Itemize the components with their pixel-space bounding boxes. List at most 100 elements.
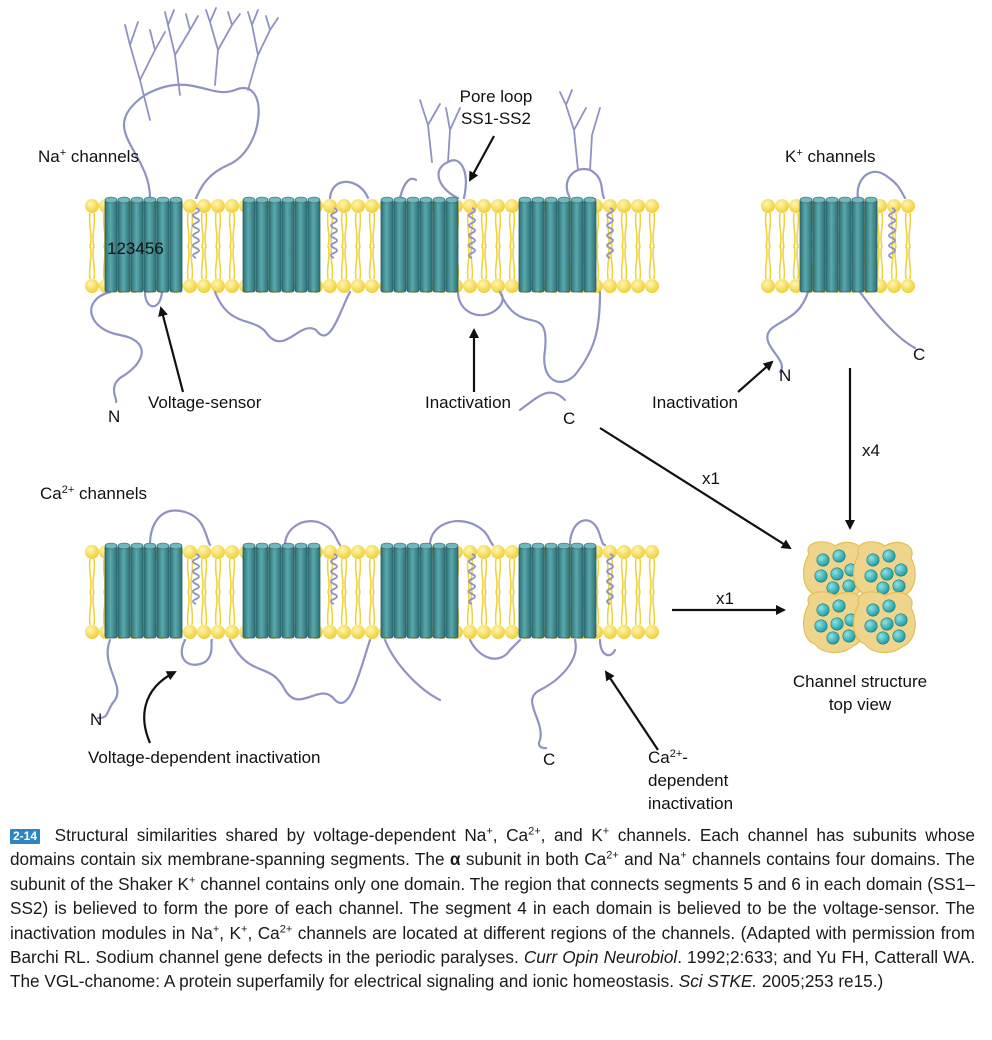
transmembrane-helix <box>380 545 394 639</box>
lipid-head <box>463 279 477 293</box>
lipid-head <box>477 625 491 639</box>
lipid-head <box>477 545 491 559</box>
helix-subunit <box>816 553 830 567</box>
lipid-head <box>505 199 519 213</box>
lipid-head <box>645 199 659 213</box>
lipid-tail <box>494 558 502 626</box>
ca-dependent-inactivation-line3: inactivation <box>648 794 733 813</box>
helix-cap <box>570 196 584 204</box>
lipid-tail <box>778 212 786 280</box>
transmembrane-helix <box>169 199 183 293</box>
transmembrane-helix <box>294 199 308 293</box>
helix-cap <box>294 196 308 204</box>
lipid-head <box>463 625 477 639</box>
helix-cap <box>557 196 571 204</box>
voltage-dependent-inactivation-arrow <box>143 671 177 744</box>
structure-label-line1: Channel structure <box>793 672 927 691</box>
lipid-head <box>617 199 631 213</box>
transmembrane-helix <box>281 545 295 639</box>
figure-number-badge: 2-14 <box>10 829 41 844</box>
helix-cap <box>825 196 839 204</box>
lipid-head <box>337 199 351 213</box>
helix-cap <box>307 196 321 204</box>
helix-cap <box>255 196 269 204</box>
transmembrane-helix <box>242 199 256 293</box>
lipid-tail <box>200 212 208 280</box>
transmembrane-helix <box>445 545 459 639</box>
helix-cap <box>393 542 407 550</box>
lipid-head <box>505 625 519 639</box>
lipid-head <box>183 545 197 559</box>
helix-cap <box>838 196 852 204</box>
helix-subunit <box>814 569 828 583</box>
transmembrane-helix <box>851 199 865 293</box>
transmembrane-helix <box>268 545 282 639</box>
lipid-tail <box>508 212 516 280</box>
transmembrane-helix <box>570 199 584 293</box>
helix-subunit <box>882 599 896 613</box>
helix-cap <box>406 542 420 550</box>
transmembrane-helix <box>268 199 282 293</box>
helix-subunit <box>892 579 906 593</box>
helix-cap <box>583 196 597 204</box>
lipid-head <box>603 545 617 559</box>
helix-subunit <box>842 579 856 593</box>
transmembrane-helix <box>544 545 558 639</box>
lipid-head <box>775 279 789 293</box>
helix-cap <box>799 196 813 204</box>
lipid-head <box>901 279 915 293</box>
helix-cap <box>104 196 118 204</box>
lipid-head <box>225 545 239 559</box>
lipid-head <box>323 279 337 293</box>
helix-cap <box>143 542 157 550</box>
transmembrane-helix <box>445 199 459 293</box>
na-inactivation-label: Inactivation <box>425 393 511 412</box>
transmembrane-helix <box>864 199 878 293</box>
lipid-head <box>183 625 197 639</box>
lipid-head <box>351 545 365 559</box>
lipid-tail <box>606 212 614 280</box>
transmembrane-helix <box>294 545 308 639</box>
lipid-head <box>197 625 211 639</box>
lipid-tail <box>648 212 656 280</box>
helix-cap <box>294 542 308 550</box>
lipid-head <box>789 279 803 293</box>
transmembrane-helix <box>406 545 420 639</box>
transmembrane-helix <box>156 545 170 639</box>
lipid-head <box>645 545 659 559</box>
transmembrane-helix <box>518 545 532 639</box>
lipid-tail <box>466 212 474 280</box>
lipid-head <box>323 199 337 213</box>
lipid-tail <box>480 212 488 280</box>
helix-subunit <box>882 549 896 563</box>
ca-c-terminus: C <box>543 750 555 769</box>
lipid-tail <box>200 558 208 626</box>
segment-numbers: 123456 <box>107 239 164 258</box>
helix-cap <box>570 542 584 550</box>
lipid-head <box>183 199 197 213</box>
na-multiplier-label: x1 <box>702 469 720 488</box>
k-channels-title: K+ channels <box>785 147 876 166</box>
lipid-head <box>337 279 351 293</box>
k-inactivation-arrow <box>737 360 774 393</box>
lipid-head <box>197 545 211 559</box>
transmembrane-helix <box>825 199 839 293</box>
lipid-head <box>761 199 775 213</box>
ca-n-terminus: N <box>90 710 102 729</box>
helix-subunit <box>864 619 878 633</box>
lipid-tail <box>764 212 772 280</box>
lipid-head <box>211 545 225 559</box>
lipid-head <box>337 545 351 559</box>
transmembrane-helix <box>255 199 269 293</box>
helix-subunit <box>894 563 908 577</box>
lipid-head <box>603 625 617 639</box>
lipid-head <box>887 199 901 213</box>
lipid-head <box>631 279 645 293</box>
helix-cap <box>281 542 295 550</box>
ca-dependent-inactivation-line2: dependent <box>648 771 729 790</box>
lipid-head <box>323 545 337 559</box>
helix-cap <box>268 542 282 550</box>
lipid-tail <box>620 558 628 626</box>
lipid-head <box>505 279 519 293</box>
helix-cap <box>406 196 420 204</box>
